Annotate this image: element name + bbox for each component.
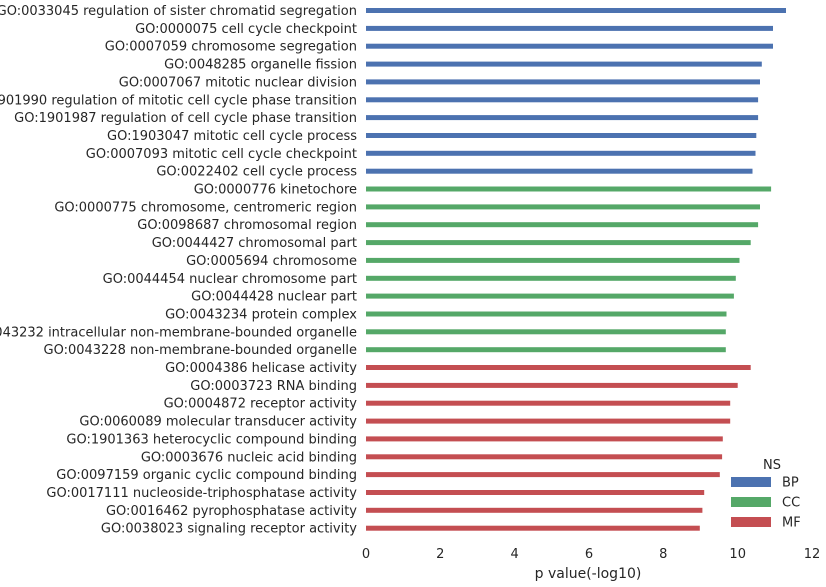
bar bbox=[366, 347, 726, 353]
bar bbox=[366, 43, 773, 49]
category-label: GO:0022402 cell cycle process bbox=[156, 165, 357, 180]
category-label: GO:0003676 nucleic acid binding bbox=[141, 450, 357, 465]
category-label: GO:1901363 heterocyclic compound binding bbox=[66, 432, 357, 447]
bar bbox=[366, 257, 740, 263]
category-label: GO:0017111 nucleoside-triphosphatase act… bbox=[46, 486, 357, 501]
bar bbox=[366, 311, 727, 317]
bar bbox=[366, 25, 773, 31]
legend-label: CC bbox=[782, 496, 800, 511]
legend-swatch bbox=[731, 497, 771, 507]
x-tick-label: 12 bbox=[804, 547, 821, 562]
legend-label: MF bbox=[782, 516, 801, 531]
bar bbox=[366, 186, 772, 192]
legend: NS BP CC MF bbox=[731, 458, 801, 531]
bar bbox=[366, 240, 751, 246]
category-label: GO:0000075 cell cycle checkpoint bbox=[135, 22, 357, 37]
category-label: GO:0033045 regulation of sister chromati… bbox=[0, 4, 357, 19]
x-tick-label: 10 bbox=[729, 547, 746, 562]
category-labels-group: GO:0033045 regulation of sister chromati… bbox=[0, 4, 357, 537]
bar bbox=[366, 293, 734, 299]
category-label: GO:0044428 nuclear part bbox=[191, 290, 357, 305]
legend-title: NS bbox=[763, 458, 781, 473]
bar bbox=[366, 61, 762, 67]
category-label: GO:0043232 intracellular non-membrane-bo… bbox=[0, 325, 357, 340]
bar bbox=[366, 525, 700, 531]
x-tick-label: 8 bbox=[659, 547, 667, 562]
category-label: GO:0004386 helicase activity bbox=[165, 361, 357, 376]
category-label: GO:1901990 regulation of mitotic cell cy… bbox=[0, 93, 357, 108]
x-axis-title: p value(-log10) bbox=[535, 566, 642, 582]
bar bbox=[366, 79, 760, 85]
category-label: GO:0098687 chromosomal region bbox=[137, 218, 357, 233]
category-label: GO:0004872 receptor activity bbox=[164, 397, 358, 412]
bar bbox=[366, 382, 738, 388]
category-label: GO:0044454 nuclear chromosome part bbox=[103, 272, 357, 287]
bar bbox=[366, 490, 705, 495]
legend-swatch bbox=[731, 517, 771, 527]
bars-group bbox=[366, 8, 786, 531]
x-tick-label: 6 bbox=[585, 547, 593, 562]
category-label: GO:0007067 mitotic nuclear division bbox=[119, 75, 357, 90]
bar bbox=[366, 222, 759, 228]
category-label: GO:0060089 molecular transducer activity bbox=[79, 415, 357, 430]
category-label: GO:0044427 chromosomal part bbox=[152, 236, 357, 251]
x-tick-label: 2 bbox=[436, 547, 444, 562]
category-label: GO:0038023 signaling receptor activity bbox=[101, 522, 357, 537]
bar bbox=[366, 133, 757, 138]
category-label: GO:0048285 organelle fission bbox=[164, 58, 357, 73]
category-label: GO:0000776 kinetochore bbox=[194, 183, 357, 198]
bar bbox=[366, 8, 786, 13]
bar bbox=[366, 329, 726, 335]
category-label: GO:0000775 chromosome, centromeric regio… bbox=[54, 200, 357, 215]
bar bbox=[366, 115, 759, 121]
bar bbox=[366, 150, 756, 156]
bar bbox=[366, 97, 759, 103]
category-label: GO:0007059 chromosome segregation bbox=[105, 40, 357, 55]
category-label: GO:0005694 chromosome bbox=[186, 254, 357, 269]
category-label: GO:0043234 protein complex bbox=[165, 308, 357, 323]
x-tick-label: 4 bbox=[511, 547, 519, 562]
category-label: GO:1901987 regulation of cell cycle phas… bbox=[14, 111, 357, 126]
bar bbox=[366, 472, 720, 478]
bar bbox=[366, 454, 723, 460]
bar bbox=[366, 204, 760, 210]
bar bbox=[366, 507, 703, 513]
bar bbox=[366, 418, 731, 424]
bar bbox=[366, 400, 731, 406]
x-tick-labels-group: 0 2 4 6 8 10 12 bbox=[362, 547, 820, 562]
category-label: GO:0003723 RNA binding bbox=[190, 379, 357, 394]
bar bbox=[366, 168, 753, 174]
legend-label: BP bbox=[782, 476, 799, 491]
category-label: GO:1903047 mitotic cell cycle process bbox=[107, 129, 357, 144]
bar bbox=[366, 365, 751, 370]
category-label: GO:0097159 organic cyclic compound bindi… bbox=[56, 468, 357, 483]
legend-swatch bbox=[731, 477, 771, 487]
category-label: GO:0043228 non-membrane-bounded organell… bbox=[44, 343, 358, 358]
category-label: GO:0016462 pyrophosphatase activity bbox=[106, 504, 357, 519]
category-label: GO:0007093 mitotic cell cycle checkpoint bbox=[86, 147, 357, 162]
x-tick-label: 0 bbox=[362, 547, 370, 562]
bar bbox=[366, 275, 736, 281]
bar bbox=[366, 436, 723, 442]
